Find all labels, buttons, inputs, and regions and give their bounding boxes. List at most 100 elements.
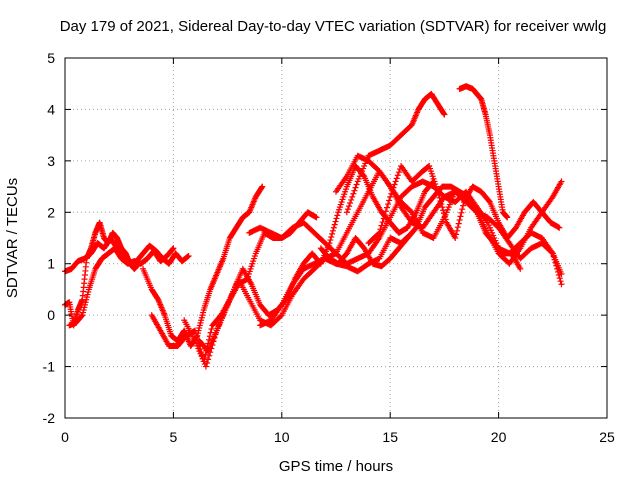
data-point <box>440 207 447 214</box>
data-point <box>558 271 565 277</box>
data-point <box>206 352 213 359</box>
data-point <box>442 216 449 223</box>
plot-frame <box>64 57 608 419</box>
data-point <box>452 235 459 241</box>
data-point <box>549 250 556 257</box>
data-point <box>347 200 354 207</box>
data-point <box>353 181 360 188</box>
data-point <box>330 224 337 231</box>
data-point <box>441 111 448 118</box>
data-point <box>277 313 284 320</box>
data-point <box>78 312 85 319</box>
data-point <box>558 281 565 288</box>
data-point <box>332 218 339 225</box>
data-point <box>329 227 336 234</box>
data-point <box>389 187 396 194</box>
series-track-m <box>456 83 511 221</box>
data-point <box>352 184 359 191</box>
data-point <box>552 259 559 266</box>
series-track-k <box>343 91 448 216</box>
data-point <box>393 175 400 182</box>
data-point <box>554 265 561 272</box>
data-point <box>385 201 392 208</box>
data-point <box>453 227 460 234</box>
data-point <box>557 278 564 285</box>
data-point <box>551 256 558 263</box>
chart-title: Day 179 of 2021, Sidereal Day-to-day VTE… <box>60 18 607 35</box>
data-point <box>548 249 555 256</box>
data-point <box>351 187 358 194</box>
x-tick-label: 5 <box>170 429 178 445</box>
data-point <box>333 215 340 222</box>
data-point <box>383 204 390 211</box>
data-point <box>556 224 563 231</box>
y-tick-label: 0 <box>47 307 55 323</box>
data-point <box>258 184 265 191</box>
data-point <box>517 265 524 272</box>
data-point <box>348 196 355 203</box>
data-point <box>553 262 560 269</box>
data-point <box>328 233 335 240</box>
x-tick-label: 20 <box>491 429 507 445</box>
data-point <box>457 213 464 220</box>
data-point <box>555 272 562 279</box>
data-point <box>381 211 388 218</box>
data-point <box>439 204 446 211</box>
data-point <box>412 225 419 232</box>
data-point <box>259 183 266 190</box>
y-tick-label: -2 <box>43 410 56 426</box>
data-series <box>62 83 565 370</box>
data-point <box>334 212 341 219</box>
data-point <box>550 253 557 260</box>
x-tick-label: 10 <box>274 429 290 445</box>
data-point <box>202 363 209 370</box>
data-point <box>329 230 336 237</box>
data-point <box>376 229 383 236</box>
series-track-i <box>246 168 565 288</box>
data-point <box>169 246 176 253</box>
data-point <box>207 329 214 336</box>
y-axis-label: SDTVAR / TECUs <box>4 178 21 298</box>
data-point <box>388 190 395 197</box>
data-point <box>344 206 351 213</box>
data-point <box>382 208 389 215</box>
data-point <box>394 172 401 179</box>
data-point <box>377 226 384 233</box>
x-tick-label: 25 <box>599 429 615 445</box>
data-point <box>437 197 444 204</box>
data-point <box>458 209 465 216</box>
data-point <box>453 231 460 238</box>
data-point <box>380 215 387 222</box>
data-point <box>441 213 448 220</box>
y-tick-label: 2 <box>47 204 55 220</box>
data-point <box>313 214 320 221</box>
data-point <box>436 194 443 201</box>
data-point <box>486 197 493 204</box>
data-point <box>343 209 350 216</box>
series-track-l <box>365 163 563 247</box>
data-point <box>558 178 565 185</box>
data-point <box>192 330 199 337</box>
data-point <box>459 206 466 213</box>
data-point <box>407 208 414 215</box>
data-point <box>349 193 356 200</box>
series-track-c <box>66 245 177 329</box>
data-point <box>346 203 353 210</box>
data-point <box>438 201 445 208</box>
data-point <box>350 190 357 197</box>
series-track-d <box>140 183 266 349</box>
data-point <box>392 178 399 185</box>
data-point <box>395 169 402 176</box>
data-point <box>378 222 385 229</box>
data-point <box>387 193 394 200</box>
y-tick-label: 1 <box>47 256 55 272</box>
data-point <box>456 217 463 223</box>
data-point <box>390 184 397 191</box>
data-point <box>556 275 563 282</box>
data-point <box>555 268 562 275</box>
x-tick-label: 0 <box>61 429 69 445</box>
data-point <box>386 197 393 204</box>
series-track-g <box>196 163 437 355</box>
data-point <box>375 230 382 237</box>
